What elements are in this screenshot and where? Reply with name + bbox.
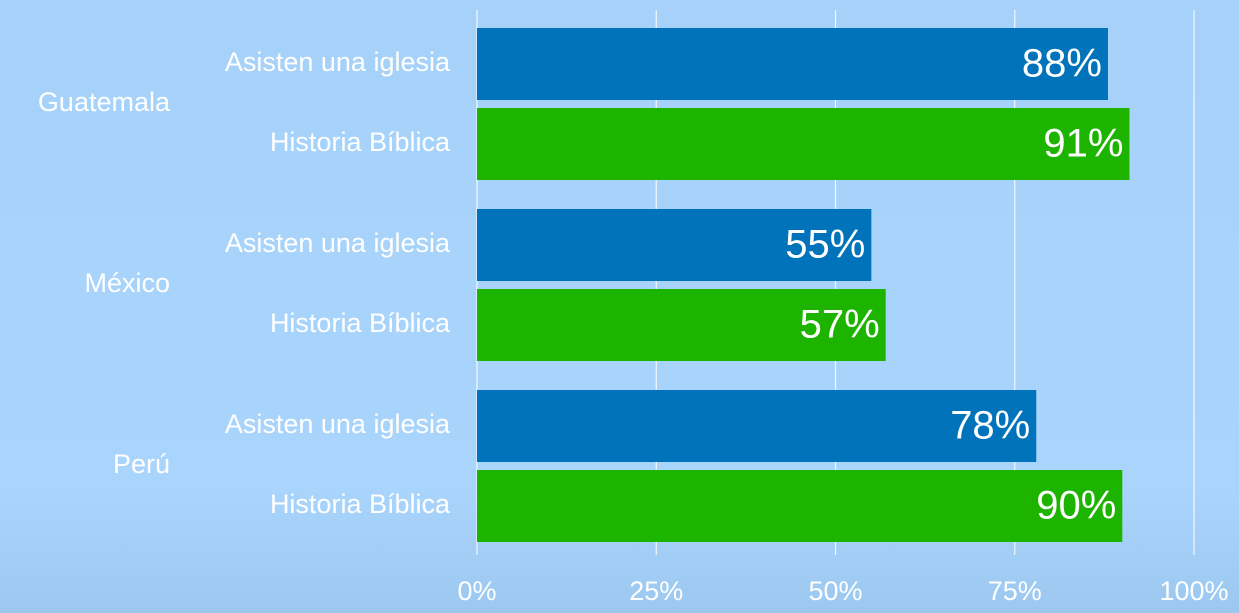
value-label: 55% [785, 223, 865, 267]
value-label: 90% [1036, 484, 1116, 528]
series-label: Historia Bíblica [270, 489, 451, 519]
x-tick-label: 25% [629, 576, 683, 606]
bar [477, 209, 872, 281]
x-tick-label: 100% [1159, 576, 1228, 606]
value-label: 88% [1022, 42, 1102, 86]
value-label: 57% [800, 303, 880, 347]
x-tick-label: 0% [457, 576, 496, 606]
series-label: Historia Bíblica [270, 308, 451, 338]
bar [477, 108, 1130, 180]
bar [477, 390, 1037, 462]
value-label: 78% [950, 404, 1030, 448]
category-label: Perú [113, 449, 170, 479]
series-label: Asisten una iglesia [225, 228, 451, 258]
category-label: Guatemala [38, 87, 171, 117]
series-label: Asisten una iglesia [225, 409, 451, 439]
series-label: Asisten una iglesia [225, 47, 451, 77]
bar [477, 28, 1108, 100]
series-label: Historia Bíblica [270, 127, 451, 157]
bar [477, 289, 886, 361]
category-label: México [84, 268, 170, 298]
x-tick-label: 75% [988, 576, 1042, 606]
value-label: 91% [1043, 122, 1123, 166]
bar [477, 470, 1123, 542]
x-tick-label: 50% [808, 576, 862, 606]
